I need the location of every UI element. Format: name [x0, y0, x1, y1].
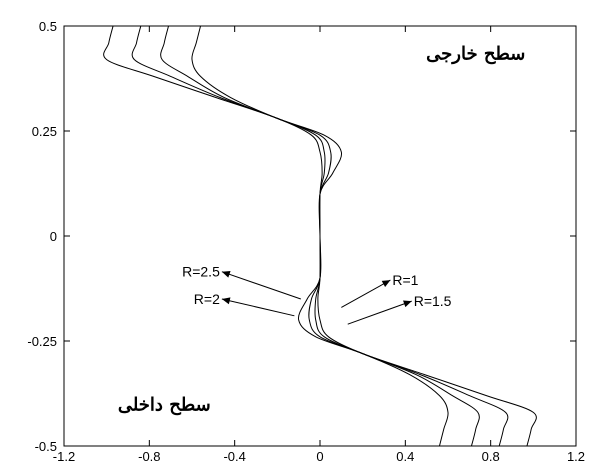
- plot-frame: [63, 25, 577, 447]
- region-labels: سطح خارجی سطح داخلی: [118, 44, 525, 416]
- region-label: سطح داخلی: [118, 394, 211, 415]
- x-tick-label: 0.4: [396, 449, 414, 463]
- region-label: سطح خارجی: [426, 44, 525, 65]
- arrow-head: [221, 271, 231, 278]
- arrow-head: [381, 280, 391, 288]
- x-tick-label: -0.8: [138, 449, 160, 463]
- y-tick-label: 0: [50, 229, 57, 244]
- annotation-arrow: [221, 298, 295, 317]
- x-tick-label: 0: [316, 449, 323, 463]
- y-tick-label: 0.5: [39, 19, 57, 34]
- y-tick-label: 0.25: [32, 124, 57, 139]
- annotation-arrow: [221, 271, 301, 300]
- x-tick-label: -1.2: [53, 449, 75, 463]
- x-tick-label: -0.4: [223, 449, 245, 463]
- annotation-label: R=1.5: [414, 293, 452, 309]
- annotation-label: R=1: [392, 272, 418, 288]
- y-tick-label: -0.25: [27, 334, 57, 349]
- curves: [103, 25, 537, 447]
- x-tick-label: 0.8: [482, 449, 500, 463]
- series-line: [103, 25, 537, 447]
- annotation-label: R=2: [194, 291, 220, 307]
- annotation-arrow: [347, 300, 412, 325]
- arrow-head: [221, 297, 231, 305]
- annotation-label: R=2.5: [182, 264, 220, 280]
- arrow-head: [403, 300, 412, 308]
- annotation-arrow: [341, 279, 391, 308]
- tick-labels: -1.2 -0.8 -0.4 0 0.4 0.8 1.2 -0.5 -0.25 0 0.25 0.5: [27, 19, 585, 463]
- x-tick-label: 1.2: [567, 449, 585, 463]
- y-tick-label: -0.5: [35, 439, 57, 454]
- annotations: R=1 R=1.5 R=2.5 R=2: [182, 264, 452, 325]
